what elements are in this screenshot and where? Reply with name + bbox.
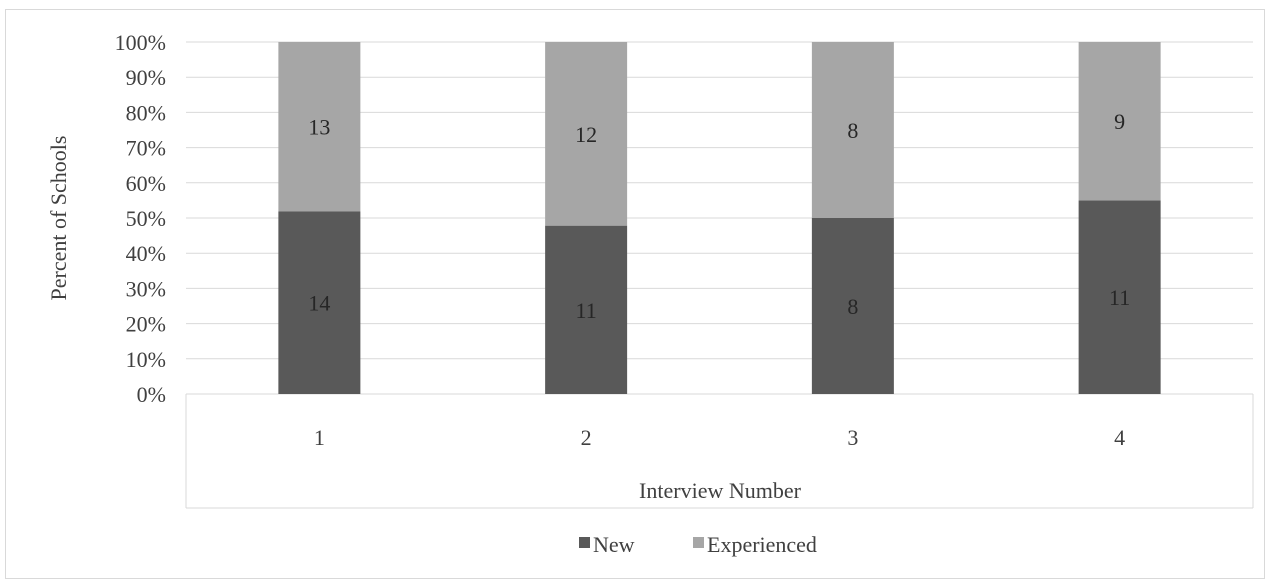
y-tick-label: 20% xyxy=(126,312,166,337)
gridlines xyxy=(185,41,1254,509)
bar-segment-new xyxy=(811,218,894,394)
y-tick-label: 0% xyxy=(137,382,166,407)
x-tick-label: 2 xyxy=(581,425,592,450)
bar-segment-experienced xyxy=(278,42,361,212)
y-tick-label: 100% xyxy=(115,30,166,55)
bar-segment-experienced xyxy=(1078,42,1161,201)
y-axis-title: Percent of Schools xyxy=(46,136,71,301)
data-label: 14 xyxy=(308,291,330,316)
bar-segment-new xyxy=(1078,200,1161,394)
y-tick-label: 50% xyxy=(126,206,166,231)
legend-swatch-new xyxy=(579,537,590,548)
y-tick-labels: 0% 10% 20% 30% 40% 50% 60% 70% 80% 90% 100% xyxy=(115,30,166,407)
data-label: 11 xyxy=(576,298,597,323)
bars xyxy=(278,42,1161,394)
data-label: 8 xyxy=(847,294,858,319)
bar-segment-new xyxy=(545,225,628,394)
x-tick-label: 1 xyxy=(314,425,325,450)
y-tick-label: 10% xyxy=(126,347,166,372)
chart-frame xyxy=(5,9,1265,579)
y-tick-label: 60% xyxy=(126,171,166,196)
legend-label-experienced: Experienced xyxy=(707,532,817,557)
y-tick-label: 70% xyxy=(126,136,166,161)
x-tick-labels: 1 2 3 4 xyxy=(314,425,1125,450)
legend: New Experienced xyxy=(579,532,817,557)
legend-swatch-experienced xyxy=(693,537,704,548)
data-labels: 14 13 11 12 8 8 11 9 xyxy=(308,109,1130,323)
data-label: 13 xyxy=(308,115,330,140)
bar-segment-new xyxy=(278,211,361,394)
x-axis-title: Interview Number xyxy=(639,478,802,503)
y-tick-label: 80% xyxy=(126,100,166,125)
legend-label-new: New xyxy=(593,532,635,557)
data-label: 8 xyxy=(847,118,858,143)
data-label: 9 xyxy=(1114,109,1125,134)
x-tick-label: 3 xyxy=(847,425,858,450)
y-tick-label: 30% xyxy=(126,276,166,301)
data-label: 12 xyxy=(575,122,597,147)
y-tick-label: 40% xyxy=(126,241,166,266)
bar-segment-experienced xyxy=(811,42,894,218)
y-tick-label: 90% xyxy=(126,65,166,90)
x-tick-label: 4 xyxy=(1114,425,1125,450)
data-label: 11 xyxy=(1109,285,1130,310)
bar-segment-experienced xyxy=(545,42,628,226)
